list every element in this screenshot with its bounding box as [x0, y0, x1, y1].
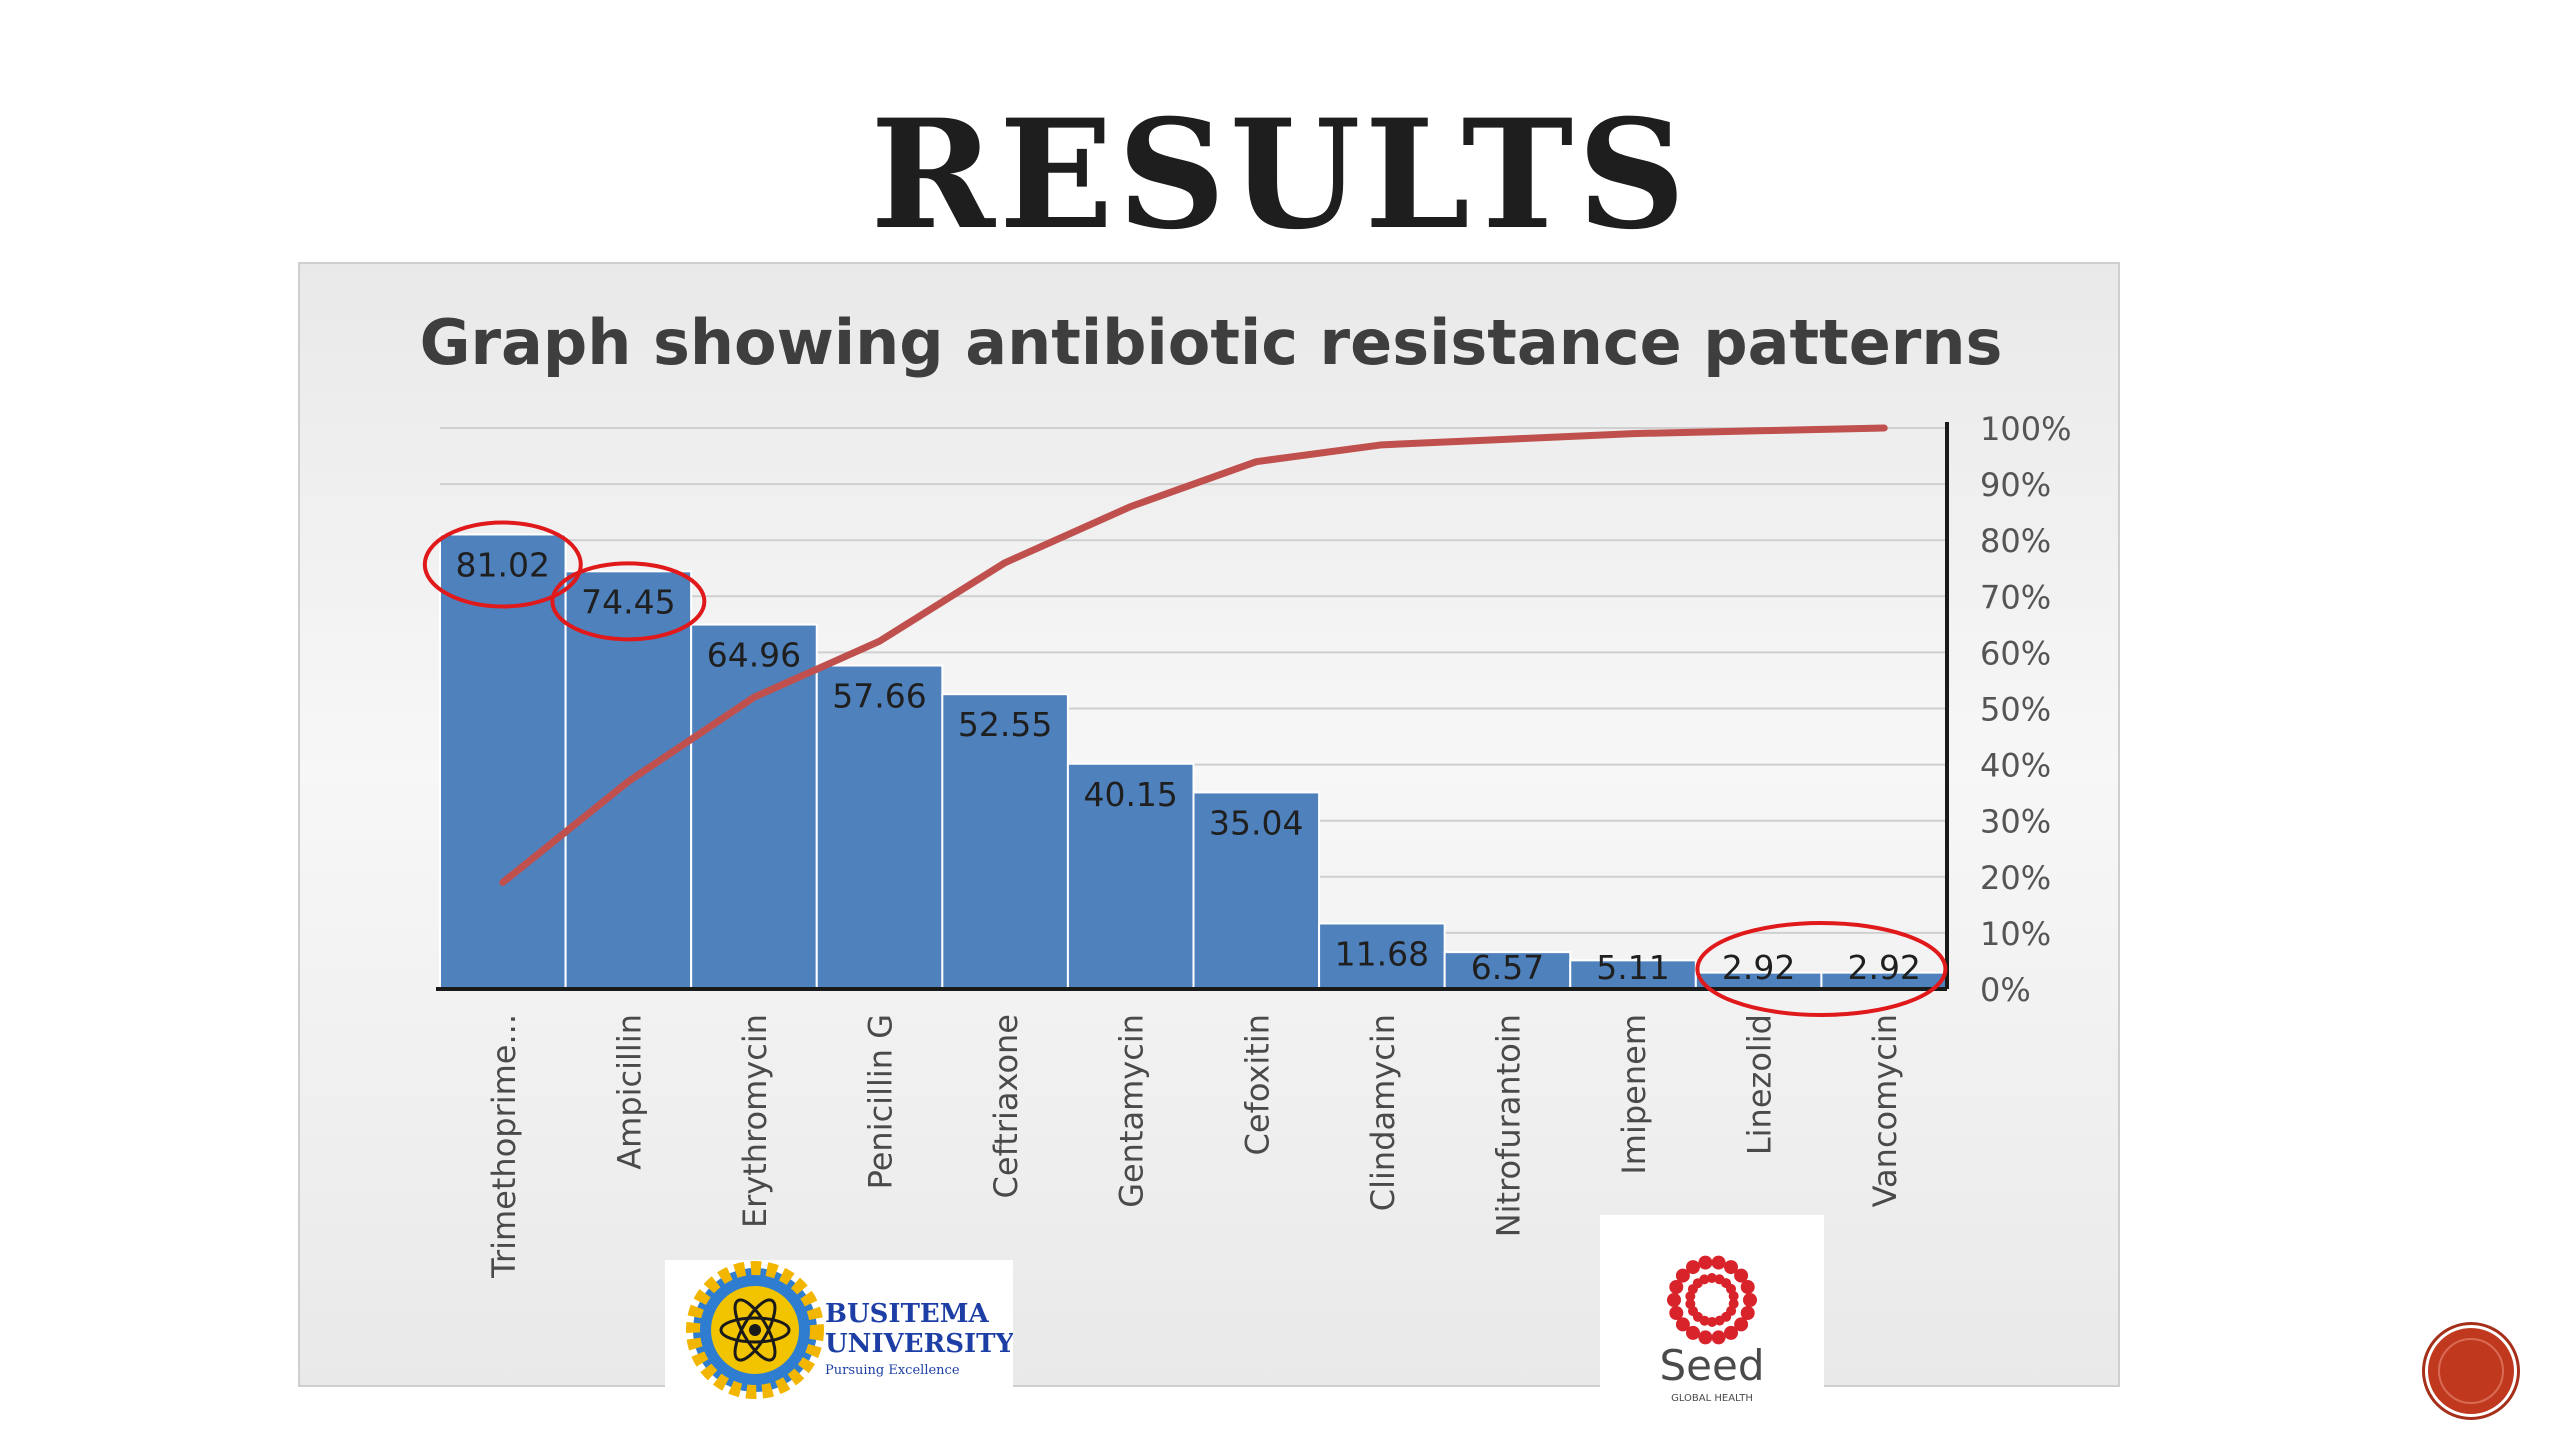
- seed-burst-dot: [1711, 1255, 1726, 1270]
- highlight-circle: [422, 520, 583, 609]
- busitema-motto: Pursuing Excellence: [825, 1363, 960, 1378]
- bar: [1569, 959, 1697, 990]
- seed-burst-dot: [1728, 1291, 1739, 1302]
- seed-burst-dot: [1698, 1330, 1713, 1345]
- seed-burst-dot: [1711, 1330, 1726, 1345]
- data-label: 74.45: [581, 582, 675, 621]
- seed-burst-dot: [1675, 1268, 1690, 1283]
- chart-panel: Graph showing antibiotic resistance patt…: [298, 262, 2120, 1387]
- seed-global-health-logo: Seed GLOBAL HEALTH: [1600, 1215, 1824, 1415]
- data-label: 2.92: [1847, 948, 1920, 987]
- data-label: 57.66: [832, 677, 926, 716]
- bar: [1192, 791, 1321, 990]
- data-label: 40.15: [1083, 775, 1177, 814]
- seed-burst-dot: [1714, 1315, 1725, 1326]
- seed-burst-dot: [1669, 1305, 1684, 1320]
- highlight-circles: [422, 520, 1948, 1017]
- secondary-axis-tick: 20%: [1980, 859, 2051, 897]
- seed-burst-dot: [1724, 1325, 1738, 1340]
- busitema-university-logo: BUSITEMA UNIVERSITY Pursuing Excellence: [665, 1260, 1014, 1400]
- seed-burst-dot: [1743, 1293, 1757, 1307]
- seed-burst-dot: [1686, 1325, 1700, 1340]
- seed-burst-dot: [1699, 1274, 1710, 1285]
- secondary-axis-tick: 60%: [1980, 634, 2051, 672]
- secondary-axis-tick: 10%: [1980, 915, 2051, 953]
- secondary-axis-tick: 0%: [1980, 971, 2031, 1009]
- seed-burst-dot: [1707, 1316, 1718, 1327]
- seed-burst-dot: [1740, 1280, 1755, 1295]
- cumulative-line: [499, 424, 1888, 886]
- data-label: 35.04: [1209, 803, 1303, 842]
- data-label: 81.02: [456, 545, 550, 584]
- seed-burst-dot: [1675, 1317, 1690, 1332]
- category-label: Cefoxitin: [1238, 1014, 1276, 1155]
- seed-burst-dot: [1698, 1255, 1713, 1270]
- category-label: Ampicillin: [610, 1014, 648, 1170]
- category-label: Trimethoprime...: [485, 1014, 523, 1279]
- secondary-axis-tick: 50%: [1980, 691, 2051, 729]
- seed-burst-dot: [1667, 1293, 1681, 1307]
- cumulative-percent-line: [499, 424, 1888, 886]
- category-label: Erythromycin: [736, 1014, 774, 1228]
- data-label: 11.68: [1335, 934, 1429, 973]
- seed-sub: GLOBAL HEALTH: [1671, 1393, 1753, 1404]
- seed-burst-dot: [1706, 1273, 1717, 1284]
- category-label: Penicillin G: [862, 1014, 900, 1189]
- seed-burst-dot: [1740, 1305, 1755, 1320]
- bar: [941, 693, 1069, 990]
- next-slide-button[interactable]: [2425, 1325, 2517, 1417]
- category-label: Clindamycin: [1364, 1014, 1402, 1211]
- bar: [815, 664, 944, 990]
- category-label: Linezolid: [1741, 1014, 1779, 1155]
- data-label: 6.57: [1471, 948, 1544, 987]
- secondary-axis-tick: 80%: [1980, 522, 2051, 560]
- bar: [1443, 951, 1572, 990]
- seed-burst-dot: [1685, 1298, 1696, 1309]
- seed-burst-dot: [1669, 1280, 1684, 1295]
- data-label: 2.92: [1722, 948, 1795, 987]
- busitema-line2: UNIVERSITY: [825, 1329, 1013, 1359]
- secondary-axis-tick: 40%: [1980, 747, 2051, 785]
- data-labels: 81.02 74.45 64.96 57.66 52.55 40.15 35.04 11.68…: [456, 545, 1921, 987]
- highlight-circle: [1695, 921, 1948, 1017]
- data-label: 5.11: [1596, 948, 1669, 987]
- seed-name: Seed: [1660, 1341, 1765, 1390]
- secondary-axis-tick: 90%: [1980, 466, 2051, 504]
- secondary-axis-tick: 100%: [1980, 410, 2071, 448]
- busitema-name: BUSITEMA: [825, 1299, 990, 1329]
- slide-title: RESULTS: [870, 87, 1690, 263]
- bar: [439, 533, 567, 990]
- bar: [1066, 762, 1195, 991]
- category-label: Ceftriaxone: [987, 1014, 1025, 1198]
- pareto-chart: Graph showing antibiotic resistance patt…: [420, 306, 2072, 1279]
- category-label: Vancomycin: [1866, 1014, 1904, 1207]
- seed-burst-dot: [1734, 1268, 1749, 1283]
- secondary-axis-tick: 70%: [1980, 578, 2051, 616]
- seed-burst-dot: [1724, 1260, 1738, 1275]
- highlight-circle: [550, 561, 707, 642]
- secondary-axis-tick: 30%: [1980, 803, 2051, 841]
- seed-burst-dot: [1686, 1260, 1700, 1275]
- axes: 0% 10% 20% 30% 40% 50% 60% 70% 80% 90% 100% Trimeth…: [436, 410, 2071, 1279]
- seed-burst-dot: [1734, 1317, 1749, 1332]
- chart-title: Graph showing antibiotic resistance patt…: [420, 306, 2003, 379]
- category-label: Gentamycin: [1113, 1014, 1151, 1208]
- category-label: Nitrofurantoin: [1489, 1014, 1527, 1237]
- next-slide-icon: [2438, 1338, 2504, 1404]
- data-label: 64.96: [707, 636, 801, 675]
- category-label: Imipenem: [1615, 1014, 1653, 1175]
- data-label: 52.55: [958, 705, 1052, 744]
